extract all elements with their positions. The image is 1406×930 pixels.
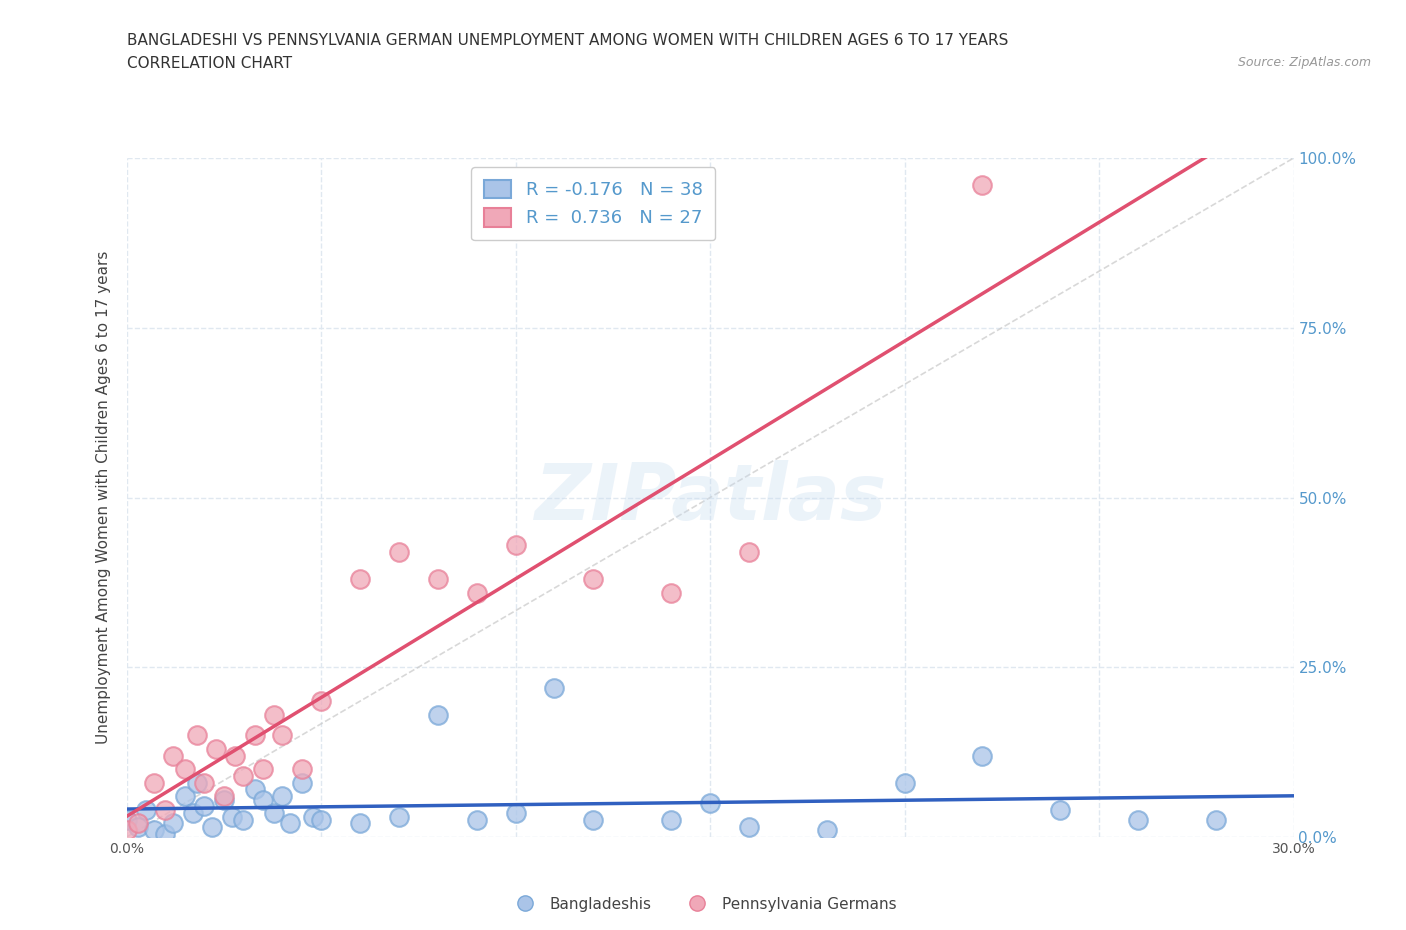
Point [142,776,165,790]
Point [135,803,157,817]
Point [127,816,149,830]
Point [302,809,325,824]
Point [582,813,605,828]
Point [115,813,138,828]
Point [1205,813,1227,828]
Point [1126,813,1149,828]
Legend: Bangladeshis, Pennsylvania Germans: Bangladeshis, Pennsylvania Germans [503,891,903,918]
Point [193,799,215,814]
Point [349,572,371,587]
Point [388,544,411,559]
Point [205,741,228,756]
Point [309,694,332,709]
Point [738,819,761,834]
Point [127,819,149,834]
Point [212,789,235,804]
Point [426,572,449,587]
Y-axis label: Unemployment Among Women with Children Ages 6 to 17 years: Unemployment Among Women with Children A… [96,251,111,744]
Point [142,823,165,838]
Point [232,768,254,783]
Point [271,789,294,804]
Point [232,813,254,828]
Point [349,816,371,830]
Point [252,792,274,807]
Point [972,748,994,763]
Point [1049,803,1071,817]
Point [155,826,177,841]
Point [738,544,761,559]
Text: CORRELATION CHART: CORRELATION CHART [127,56,291,71]
Point [972,178,994,193]
Point [174,789,197,804]
Text: ZIPatlas: ZIPatlas [534,459,886,536]
Point [290,776,312,790]
Point [162,816,184,830]
Point [174,762,197,777]
Point [505,538,527,552]
Point [221,809,243,824]
Text: BANGLADESHI VS PENNSYLVANIA GERMAN UNEMPLOYMENT AMONG WOMEN WITH CHILDREN AGES 6: BANGLADESHI VS PENNSYLVANIA GERMAN UNEMP… [127,33,1008,47]
Point [155,803,177,817]
Point [181,805,204,820]
Point [186,776,208,790]
Legend: R = -0.176   N = 38, R =  0.736   N = 27: R = -0.176 N = 38, R = 0.736 N = 27 [471,167,716,240]
Point [224,748,246,763]
Point [290,762,312,777]
Point [115,823,138,838]
Point [659,585,682,600]
Point [582,572,605,587]
Point [388,809,411,824]
Point [465,585,488,600]
Point [278,816,301,830]
Point [465,813,488,828]
Point [543,680,565,695]
Point [212,792,235,807]
Point [699,796,721,811]
Point [659,813,682,828]
Point [162,748,184,763]
Point [893,776,915,790]
Point [201,819,224,834]
Point [243,782,266,797]
Point [193,776,215,790]
Point [252,762,274,777]
Point [271,727,294,742]
Point [186,727,208,742]
Point [426,708,449,723]
Point [263,805,285,820]
Point [815,823,838,838]
Text: Source: ZipAtlas.com: Source: ZipAtlas.com [1237,56,1371,69]
Point [505,805,527,820]
Point [309,813,332,828]
Point [243,727,266,742]
Point [263,708,285,723]
